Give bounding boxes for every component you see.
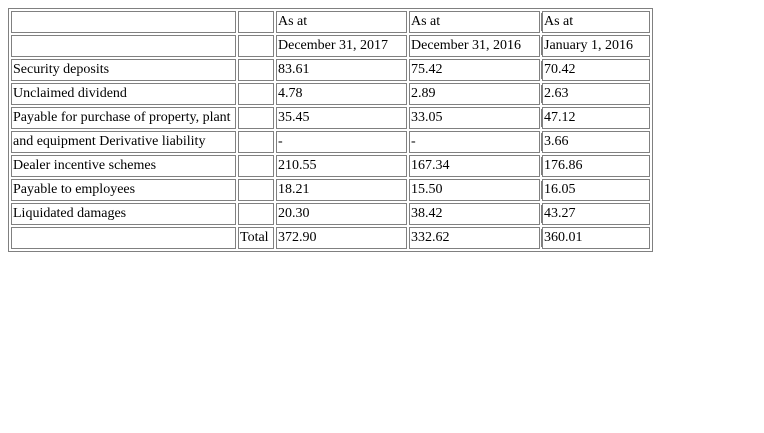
row-value-2016: 15.50 bbox=[409, 179, 540, 201]
row-mid bbox=[238, 59, 274, 81]
row-value-jan2016: 70.42 bbox=[542, 59, 650, 81]
header-2016-as-at: As at bbox=[409, 11, 540, 33]
row-value-2016: 2.89 bbox=[409, 83, 540, 105]
row-value-2017: 4.78 bbox=[276, 83, 407, 105]
row-value-2016: 33.05 bbox=[409, 107, 540, 129]
header-2017-as-at: As at bbox=[276, 11, 407, 33]
header-empty-mid bbox=[238, 11, 274, 33]
header-jan2016-as-at: As at bbox=[542, 11, 650, 33]
row-label: Security deposits bbox=[11, 59, 236, 81]
row-label: Liquidated damages bbox=[11, 203, 236, 225]
row-value-jan2016: 47.12 bbox=[542, 107, 650, 129]
header-empty-label bbox=[11, 35, 236, 57]
header-2017-date: December 31, 2017 bbox=[276, 35, 407, 57]
table-row: Unclaimed dividend 4.78 2.89 2.63 bbox=[11, 83, 650, 105]
row-label: Payable for purchase of property, plant bbox=[11, 107, 236, 129]
header-row-date: December 31, 2017 December 31, 2016 Janu… bbox=[11, 35, 650, 57]
total-row-label bbox=[11, 227, 236, 249]
row-value-2016: - bbox=[409, 131, 540, 153]
row-mid bbox=[238, 107, 274, 129]
row-value-2017: 20.30 bbox=[276, 203, 407, 225]
row-value-2017: 18.21 bbox=[276, 179, 407, 201]
total-label: Total bbox=[238, 227, 274, 249]
other-liabilities-table: As at As at As at December 31, 2017 Dece… bbox=[8, 8, 653, 252]
row-mid bbox=[238, 179, 274, 201]
row-label: Dealer incentive schemes bbox=[11, 155, 236, 177]
row-value-jan2016: 2.63 bbox=[542, 83, 650, 105]
row-mid bbox=[238, 203, 274, 225]
header-empty-mid bbox=[238, 35, 274, 57]
row-value-jan2016: 3.66 bbox=[542, 131, 650, 153]
row-mid bbox=[238, 155, 274, 177]
header-empty-label bbox=[11, 11, 236, 33]
table-row: Payable to employees 18.21 15.50 16.05 bbox=[11, 179, 650, 201]
row-mid bbox=[238, 83, 274, 105]
row-value-2016: 38.42 bbox=[409, 203, 540, 225]
row-value-2017: - bbox=[276, 131, 407, 153]
table-row: Dealer incentive schemes 210.55 167.34 1… bbox=[11, 155, 650, 177]
total-row: Total 372.90 332.62 360.01 bbox=[11, 227, 650, 249]
row-value-2017: 210.55 bbox=[276, 155, 407, 177]
header-2016-date: December 31, 2016 bbox=[409, 35, 540, 57]
total-value-2017: 372.90 bbox=[276, 227, 407, 249]
row-value-jan2016: 16.05 bbox=[542, 179, 650, 201]
table-row: Security deposits 83.61 75.42 70.42 bbox=[11, 59, 650, 81]
row-value-jan2016: 176.86 bbox=[542, 155, 650, 177]
table-row: Liquidated damages 20.30 38.42 43.27 bbox=[11, 203, 650, 225]
table-row: Payable for purchase of property, plant … bbox=[11, 107, 650, 129]
total-value-2016: 332.62 bbox=[409, 227, 540, 249]
row-value-2016: 167.34 bbox=[409, 155, 540, 177]
header-row-as-at: As at As at As at bbox=[11, 11, 650, 33]
row-value-jan2016: 43.27 bbox=[542, 203, 650, 225]
table-row: and equipment Derivative liability - - 3… bbox=[11, 131, 650, 153]
row-value-2017: 35.45 bbox=[276, 107, 407, 129]
row-mid bbox=[238, 131, 274, 153]
total-value-jan2016: 360.01 bbox=[542, 227, 650, 249]
row-value-2016: 75.42 bbox=[409, 59, 540, 81]
row-label: and equipment Derivative liability bbox=[11, 131, 236, 153]
row-label: Unclaimed dividend bbox=[11, 83, 236, 105]
table-container: As at As at As at December 31, 2017 Dece… bbox=[8, 8, 653, 252]
row-label: Payable to employees bbox=[11, 179, 236, 201]
row-value-2017: 83.61 bbox=[276, 59, 407, 81]
header-jan2016-date: January 1, 2016 bbox=[542, 35, 650, 57]
